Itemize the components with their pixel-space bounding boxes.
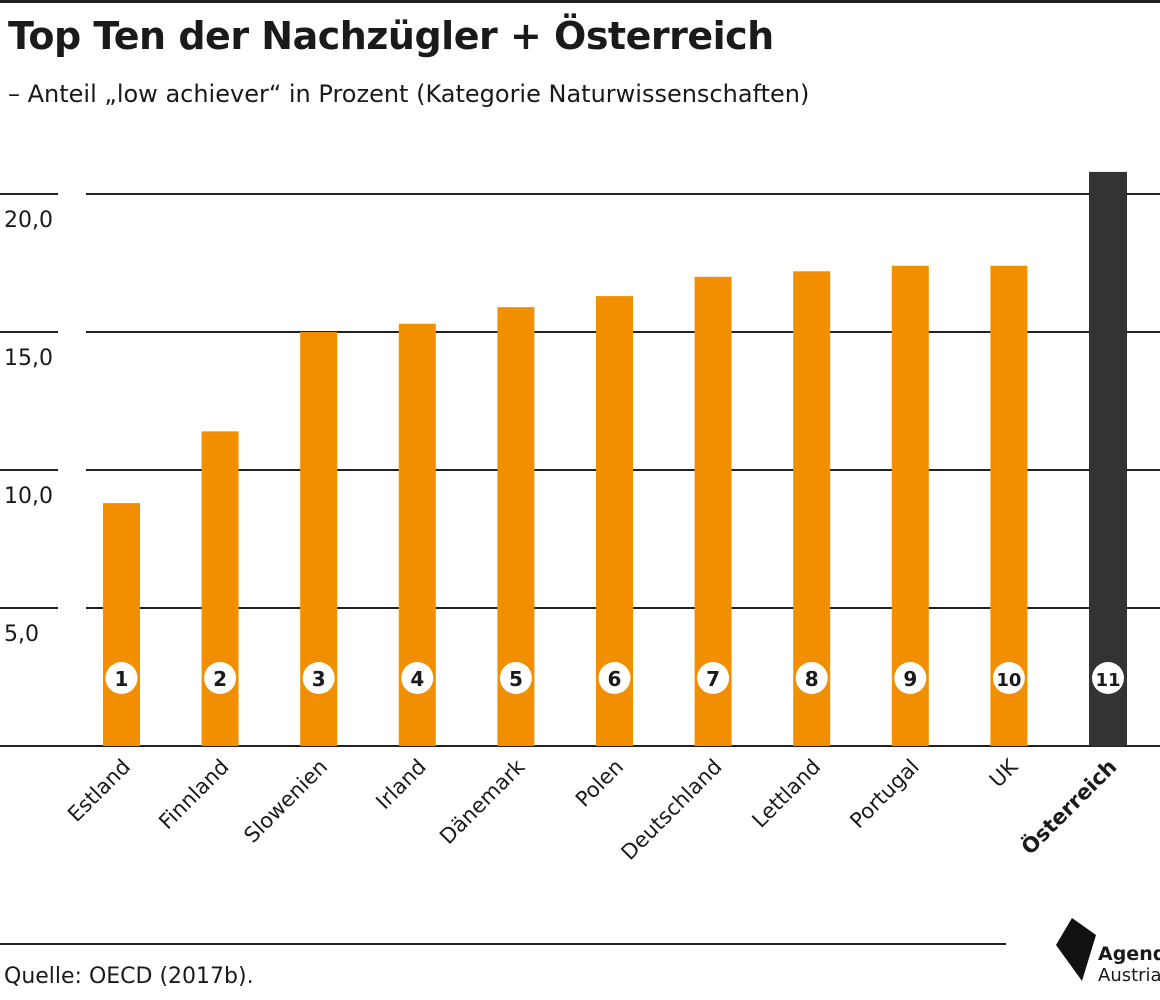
rank-badge [598,662,631,694]
source-note: Quelle: OECD (2017b). [4,964,254,989]
rank-badge [401,662,434,694]
rank-badge [1092,662,1124,694]
y-tick-label: 10,0 [4,484,53,509]
bar [1089,171,1127,747]
bar-chart: 5,0 10,0 15,0 20,0 1 2 3 4 5 6 7 8 9 10 11 Estland Fin… [0,171,1160,865]
rank-badge [795,662,828,694]
rank-badge-label: 11 [1095,670,1120,691]
top-rule [0,0,1160,3]
x-tick-label: Lettland [747,755,825,833]
y-tick-label: 20,0 [4,208,53,233]
rank-badge-label: 6 [608,667,622,691]
y-tick-label: 15,0 [4,346,53,371]
rank-badges: 1 2 3 4 5 6 7 8 9 10 11 [105,662,1124,694]
bars [103,171,1127,747]
rank-badge-label: 10 [996,670,1021,691]
rank-badge [204,662,237,694]
logo-text-agenda: Agenda [1098,943,1160,965]
rank-badge-label: 7 [706,667,720,691]
rank-badge [499,662,532,694]
agenda-austria-logo-icon [1056,918,1096,981]
x-tick-label: Irland [371,755,431,815]
rank-badge-label: 1 [115,667,129,691]
x-tick-label: Österreich [1016,754,1121,859]
y-axis-ticks: 5,0 10,0 15,0 20,0 [4,208,53,647]
rank-badge-label: 4 [410,667,424,691]
agenda-austria-logo: Agenda Austria [1052,915,1160,995]
x-tick-label: Dänemark [435,754,530,849]
x-tick-label: Finnland [154,755,233,834]
chart-title: Top Ten der Nachzügler + Österreich [8,14,774,58]
y-tick-label: 5,0 [4,622,39,647]
rank-badge [105,662,138,694]
rank-badge [992,662,1025,694]
bar [103,503,140,746]
rank-badge-label: 8 [805,667,819,691]
rank-badge [894,662,927,694]
rank-badge [302,662,335,694]
rank-badge-label: 5 [509,667,523,691]
x-tick-label: Polen [571,755,628,812]
bar [201,431,239,746]
rank-badge-label: 3 [312,667,326,691]
x-tick-label: Deutschland [616,755,726,865]
chart-subtitle: – Anteil „low achiever“ in Prozent (Kate… [8,80,810,108]
x-tick-label: Estland [63,755,135,827]
x-tick-label: UK [985,754,1023,792]
x-tick-label: Slowenien [239,755,332,848]
source-rule [0,943,1006,945]
rank-badge-label: 9 [903,667,917,691]
rank-badge [697,662,730,694]
logo-text-austria: Austria [1098,965,1160,986]
x-tick-label: Portugal [845,755,923,833]
gridlines [0,193,1160,747]
rank-badge-label: 2 [213,667,227,691]
x-axis-labels: Estland Finnland Slowenien Irland Dänemark Po… [63,754,1121,865]
